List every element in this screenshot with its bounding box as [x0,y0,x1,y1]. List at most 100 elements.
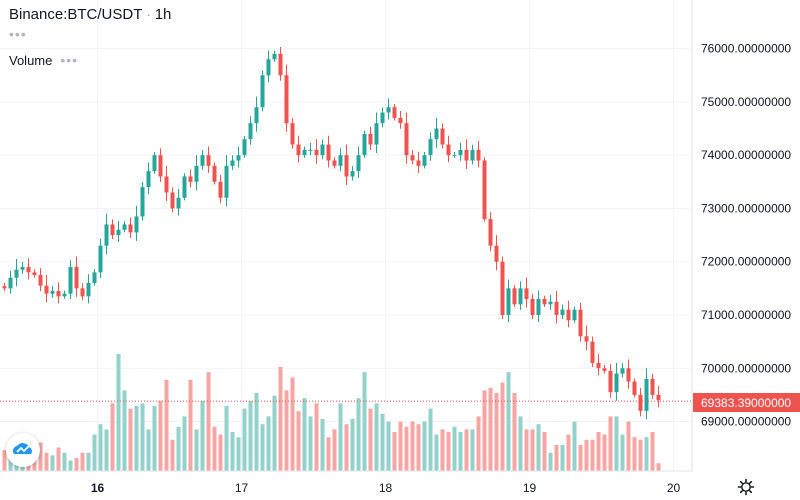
settings-gear-icon[interactable] [737,478,755,496]
candle-body [38,275,43,286]
volume-bar [524,429,529,471]
candle-body [98,245,103,273]
candle-body [494,245,499,262]
candle-body [482,160,487,220]
candles [2,47,661,420]
volume-bars [2,354,661,471]
candle-body [50,291,55,294]
candle-body [530,298,535,315]
candle-body [296,144,301,156]
volume-bar [314,403,319,471]
volume-bar [446,432,451,471]
candle-body [458,149,463,156]
volume-bar [602,434,607,471]
price-tick-label: 72000.00000000 [701,255,791,269]
volume-bar [488,387,493,471]
volume-bar [644,437,649,471]
candle-body [548,301,553,305]
candle-body [392,107,397,118]
candle-body [254,107,259,124]
candle-body [500,261,505,315]
volume-bar [170,439,175,471]
candle-body [590,341,595,363]
volume-bar [494,393,499,471]
candle-body [404,123,409,156]
tradingview-logo-icon[interactable] [6,433,40,467]
volume-bar [338,403,343,471]
volume-bar [506,372,511,471]
candle-body [122,224,127,230]
candle-body [440,128,445,145]
volume-bar [320,419,325,471]
candle-body [410,155,415,161]
volume-bar [344,424,349,471]
candle-body [80,288,85,297]
candle-body [200,155,205,166]
time-axis[interactable]: 16 17 18 19 20 [91,481,681,495]
current-price-badge: 69383.39000000 [693,393,800,412]
volume-bar [218,434,223,471]
candle-body [266,59,271,76]
volume-bar [200,400,205,471]
candle-body [488,219,493,246]
volume-bar [362,372,367,471]
candle-body [56,291,61,297]
volume-bar [104,429,109,471]
interval-label: 1h [154,6,172,23]
candle-body [344,155,349,177]
volume-bar [254,393,259,471]
volume-bar [86,452,91,471]
volume-bar [470,429,475,471]
candle-body [512,288,517,305]
volume-bar [386,421,391,471]
price-tick-label: 70000.00000000 [701,361,791,375]
candle-body [44,285,49,294]
candle-body [332,160,337,166]
legend-separator: · [146,7,151,22]
volume-bar [650,432,655,471]
volume-bar [62,452,67,471]
current-price-label: 69383.39000000 [701,396,791,410]
candle-body [314,149,319,156]
volume-bar [656,463,661,471]
candle-body [554,301,559,315]
candle-body [140,187,145,217]
volume-bar [392,432,397,471]
candle-body [602,368,607,371]
volume-bar [518,416,523,471]
candle-body [32,272,37,276]
price-tick-label: 74000.00000000 [701,148,791,162]
candle-body [542,298,547,305]
candle-body [464,149,469,161]
volume-legend[interactable]: Volume ••• [9,52,78,68]
volume-bar [236,437,241,471]
candle-body [428,139,433,156]
volume-bar [410,421,415,471]
volume-bar [128,408,133,471]
candle-body [284,75,289,124]
chart-legend[interactable]: Binance:BTC/USDT · 1h [9,6,171,23]
volume-bar [230,432,235,471]
time-tick-label: 18 [379,481,393,495]
volume-bar [116,354,121,471]
volume-bar [422,421,427,471]
legend-menu-dots[interactable]: ••• [9,26,27,42]
candle-body [188,176,193,182]
candle-body [170,192,175,209]
volume-bar [566,434,571,471]
price-axis[interactable]: 76000.00000000 75000.00000000 74000.000000… [701,42,791,429]
volume-bar [50,455,55,471]
candle-body [380,112,385,124]
volume-bar [512,393,517,471]
volume-bar [110,403,115,471]
candle-body [152,155,157,172]
volume-menu-dots[interactable]: ••• [60,52,79,68]
symbol-title: Binance:BTC/USDT [9,6,143,23]
volume-bar [146,429,151,471]
candle-body [422,155,427,166]
volume-bar [440,429,445,471]
volume-bar [80,452,85,471]
candle-body [308,149,313,151]
candle-body [8,277,13,289]
